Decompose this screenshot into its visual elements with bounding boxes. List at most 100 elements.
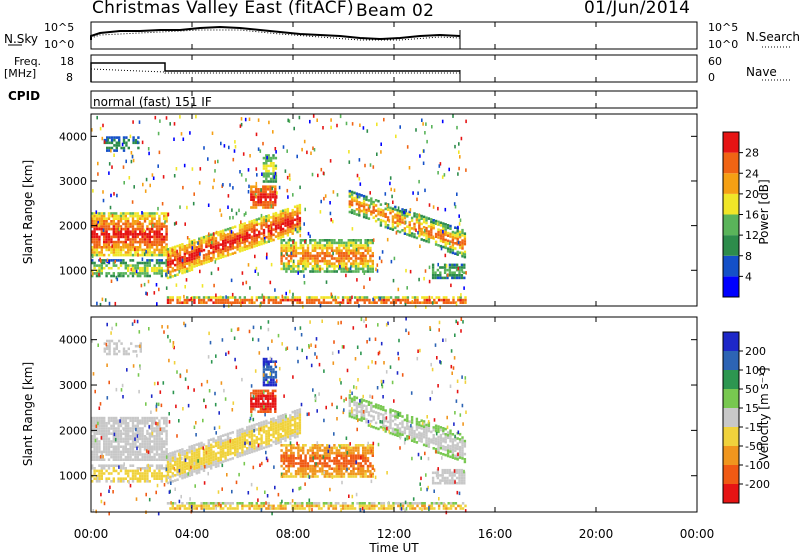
scatter-cell [158, 437, 161, 441]
scatter-cell [401, 208, 404, 211]
scatter-cell [432, 221, 435, 225]
scatter-cell [186, 251, 189, 255]
scatter-cell [413, 212, 416, 215]
scatter-cell [314, 241, 317, 245]
scatter-cell [290, 449, 293, 452]
scatter-cell [217, 159, 219, 164]
scatter-cell [163, 422, 166, 425]
scatter-cell [119, 469, 123, 473]
scatter-cell [169, 262, 172, 266]
scatter-cell [132, 136, 135, 139]
scatter-cell [380, 259, 383, 264]
scatter-cell [265, 432, 268, 436]
scatter-cell [391, 409, 395, 412]
scatter-cell [226, 248, 230, 252]
scatter-cell [243, 445, 246, 448]
scatter-cell [111, 244, 113, 248]
scatter-cell [241, 443, 244, 446]
scatter-cell [262, 218, 266, 222]
scatter-cell [364, 163, 366, 168]
scatter-cell [224, 246, 227, 250]
scatter-cell [257, 203, 260, 207]
scatter-cell [304, 457, 307, 460]
scatter-cell [146, 429, 149, 433]
scatter-cell [366, 259, 370, 263]
scatter-cell [103, 259, 106, 262]
scatter-cell [110, 427, 113, 430]
scatter-cell [298, 416, 302, 419]
scatter-cell [103, 416, 106, 420]
scatter-cell [178, 296, 182, 299]
scatter-cell [358, 193, 361, 196]
scatter-cell [371, 449, 374, 452]
scatter-cell [314, 451, 317, 455]
scatter-cell [398, 220, 402, 223]
scatter-cell [188, 261, 191, 265]
scatter-cell [236, 434, 239, 438]
scatter-cell [238, 234, 242, 237]
scatter-cell [457, 296, 460, 299]
scatter-cell [212, 237, 215, 241]
scatter-cell [292, 239, 295, 242]
scatter-cell [439, 274, 442, 277]
scatter-cell [457, 298, 460, 302]
scatter-cell [350, 446, 353, 450]
scatter-cell [91, 240, 94, 244]
scatter-cell [143, 480, 147, 483]
scatter-cell [354, 467, 358, 470]
scatter-cell [110, 248, 113, 252]
scatter-cell [364, 262, 367, 265]
scatter-cell [151, 220, 154, 223]
scatter-cell [362, 470, 365, 473]
scatter-cell [141, 217, 144, 220]
scatter-cell [314, 470, 317, 473]
scatter-cell [217, 233, 220, 237]
scatter-cell [281, 416, 285, 420]
scatter-cell [282, 265, 286, 268]
scatter-cell [119, 226, 121, 231]
scatter-cell [178, 264, 182, 268]
scatter-cell [362, 454, 365, 457]
scatter-cell [222, 447, 225, 450]
scatter-cell [334, 301, 338, 304]
scatter-cell [95, 210, 98, 214]
scatter-cell [318, 457, 322, 460]
scatter-cell [141, 437, 144, 441]
scatter-cell [384, 220, 387, 224]
scatter-cell [449, 432, 452, 435]
scatter-cell [115, 233, 118, 236]
scatter-cell [360, 204, 363, 208]
scatter-cell [108, 146, 111, 150]
scatter-cell [248, 241, 251, 245]
scatter-cell [296, 215, 299, 218]
scatter-cell [124, 440, 127, 443]
scatter-cell [265, 215, 268, 218]
scatter-cell [371, 252, 374, 255]
scatter-cell [122, 259, 125, 262]
scatter-cell [433, 298, 436, 302]
scatter-cell [335, 265, 338, 268]
scatter-cell [200, 247, 203, 250]
scatter-cell [160, 442, 163, 446]
scatter-cell [371, 454, 374, 457]
scatter-cell [338, 249, 341, 252]
scatter-cell [326, 444, 329, 447]
scatter-cell [254, 402, 258, 406]
scatter-cell [131, 424, 135, 428]
scatter-cell [181, 466, 184, 469]
scatter-cell [332, 190, 335, 194]
scatter-cell [434, 243, 438, 246]
scatter-cell [357, 457, 360, 460]
scatter-cell [347, 259, 350, 263]
scatter-cell [93, 453, 96, 456]
scatter-cell [350, 413, 354, 416]
scatter-cell [112, 464, 115, 467]
scatter-cell [93, 261, 96, 265]
scatter-cell [103, 442, 106, 446]
scatter-cell [262, 162, 266, 165]
scatter-cell [410, 439, 414, 442]
scatter-cell [274, 419, 278, 422]
scatter-cell [141, 235, 144, 239]
scatter-cell [352, 451, 355, 455]
